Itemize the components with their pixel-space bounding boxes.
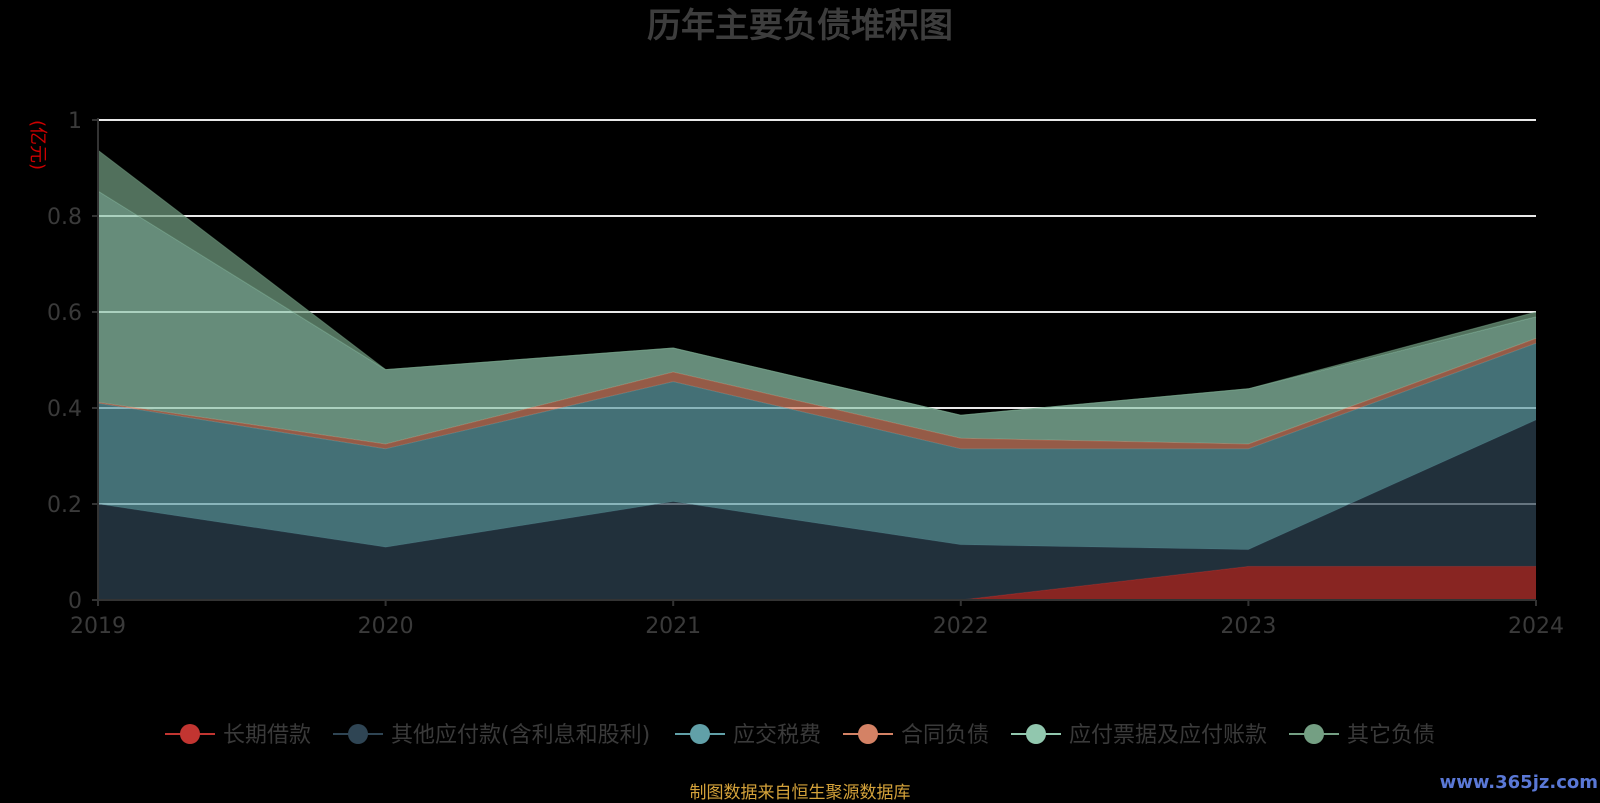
axes xyxy=(97,118,1536,601)
legend-item-0[interactable]: 长期借款 xyxy=(165,723,311,748)
legend-marker-icon xyxy=(1026,724,1046,744)
legend-marker-icon xyxy=(858,724,878,744)
y-tick-label-0: 0 xyxy=(68,589,82,614)
legend: 长期借款 其他应付款(含利息和股利) 应交税费 合同负债 应付票据及应付账款 其它负债 xyxy=(165,723,1435,748)
legend-label: 长期借款 xyxy=(223,723,311,748)
legend-item-4[interactable]: 应付票据及应付账款 xyxy=(1011,723,1267,748)
x-tick-label-1: 2020 xyxy=(358,614,414,639)
legend-item-3[interactable]: 合同负债 xyxy=(843,723,989,748)
area-series-2 xyxy=(98,343,1536,550)
area-series-1 xyxy=(98,420,1536,600)
x-tick-label-4: 2023 xyxy=(1220,614,1276,639)
y-tick-label-3: 0.6 xyxy=(47,301,82,326)
y-tick-label-1: 0.2 xyxy=(47,493,82,518)
x-tick-label-0: 2019 xyxy=(70,614,126,639)
legend-item-5[interactable]: 其它负债 xyxy=(1289,723,1435,748)
y-tick-label-2: 0.4 xyxy=(47,397,82,422)
x-axis-ticks: 2019 2020 2021 2022 2023 2024 xyxy=(70,600,1564,639)
y-axis-unit: (亿元) xyxy=(27,120,48,170)
legend-item-1[interactable]: 其他应付款(含利息和股利) xyxy=(333,723,650,748)
legend-marker-icon xyxy=(690,724,710,744)
legend-marker-icon xyxy=(348,724,368,744)
chart-title: 历年主要负债堆积图 xyxy=(647,6,953,46)
legend-label: 应交税费 xyxy=(733,723,821,748)
legend-label: 合同负债 xyxy=(901,723,989,748)
area-line-5 xyxy=(97,149,1537,416)
legend-label: 其它负债 xyxy=(1347,723,1435,748)
area-series-4 xyxy=(98,191,1536,444)
area-series-group xyxy=(97,149,1537,601)
legend-label: 其他应付款(含利息和股利) xyxy=(391,723,650,748)
legend-marker-icon xyxy=(180,724,200,744)
y-tick-label-4: 0.8 xyxy=(47,205,82,230)
legend-item-2[interactable]: 应交税费 xyxy=(675,723,821,748)
x-tick-label-5: 2024 xyxy=(1508,614,1564,639)
x-tick-label-2: 2021 xyxy=(645,614,701,639)
x-tick-label-3: 2022 xyxy=(933,614,989,639)
legend-marker-icon xyxy=(1304,724,1324,744)
data-source-note: 制图数据来自恒生聚源数据库 xyxy=(689,783,911,803)
y-tick-label-5: 1 xyxy=(68,109,82,134)
legend-label: 应付票据及应付账款 xyxy=(1069,723,1267,748)
y-axis-ticks: 0 0.2 0.4 0.6 0.8 1 xyxy=(47,109,98,614)
watermark: www.365jz.com xyxy=(1439,772,1598,793)
area-line-2 xyxy=(97,342,1537,450)
